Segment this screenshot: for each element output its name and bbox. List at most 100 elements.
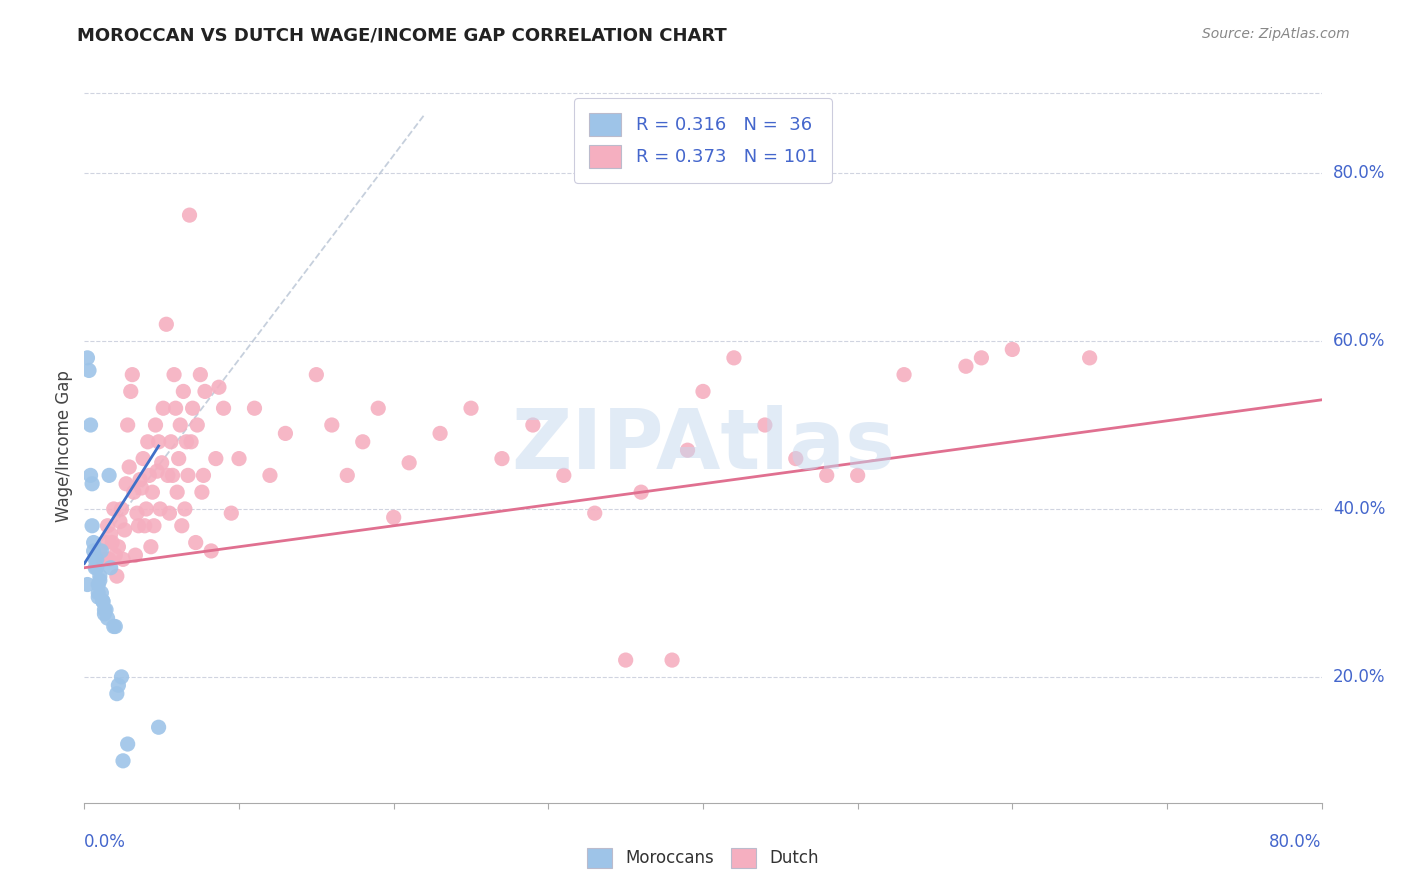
Point bbox=[228, 451, 250, 466]
Point bbox=[132, 451, 155, 466]
Point bbox=[117, 737, 139, 751]
Point bbox=[661, 653, 683, 667]
Point bbox=[112, 552, 135, 566]
Point bbox=[170, 518, 193, 533]
Point bbox=[139, 540, 162, 554]
Point bbox=[89, 544, 111, 558]
Y-axis label: Wage/Income Gap: Wage/Income Gap bbox=[55, 370, 73, 522]
Point bbox=[382, 510, 405, 524]
Point bbox=[352, 434, 374, 449]
Point bbox=[86, 552, 108, 566]
Point bbox=[148, 434, 170, 449]
Point bbox=[815, 468, 838, 483]
Point bbox=[84, 552, 107, 566]
Text: MOROCCAN VS DUTCH WAGE/INCOME GAP CORRELATION CHART: MOROCCAN VS DUTCH WAGE/INCOME GAP CORREL… bbox=[77, 27, 727, 45]
Point bbox=[83, 535, 105, 549]
Point bbox=[134, 518, 156, 533]
Text: 0.0%: 0.0% bbox=[84, 833, 127, 851]
Point bbox=[274, 426, 297, 441]
Point bbox=[181, 401, 204, 416]
Point bbox=[194, 384, 217, 399]
Point bbox=[259, 468, 281, 483]
Point bbox=[114, 523, 136, 537]
Point bbox=[82, 476, 104, 491]
Point bbox=[184, 535, 207, 549]
Point bbox=[398, 456, 420, 470]
Text: 80.0%: 80.0% bbox=[1270, 833, 1322, 851]
Point bbox=[104, 548, 127, 562]
Point bbox=[785, 451, 807, 466]
Point bbox=[84, 560, 107, 574]
Point bbox=[93, 607, 115, 621]
Point bbox=[115, 476, 138, 491]
Point bbox=[96, 518, 118, 533]
Point bbox=[179, 208, 201, 222]
Point bbox=[122, 485, 145, 500]
Point bbox=[367, 401, 389, 416]
Point bbox=[96, 611, 118, 625]
Point bbox=[146, 464, 169, 478]
Point bbox=[553, 468, 575, 483]
Point bbox=[98, 468, 121, 483]
Point bbox=[305, 368, 328, 382]
Point bbox=[120, 384, 142, 399]
Point bbox=[93, 603, 115, 617]
Text: 20.0%: 20.0% bbox=[1333, 668, 1385, 686]
Point bbox=[86, 560, 108, 574]
Point bbox=[91, 594, 114, 608]
Point bbox=[321, 417, 343, 432]
Point bbox=[692, 384, 714, 399]
Point bbox=[163, 368, 186, 382]
Point bbox=[893, 368, 915, 382]
Point bbox=[121, 368, 143, 382]
Point bbox=[141, 485, 163, 500]
Point bbox=[177, 468, 200, 483]
Point bbox=[429, 426, 451, 441]
Point bbox=[336, 468, 359, 483]
Point bbox=[172, 384, 194, 399]
Point bbox=[162, 468, 184, 483]
Point bbox=[176, 434, 198, 449]
Point bbox=[148, 720, 170, 734]
Point bbox=[107, 540, 129, 554]
Point bbox=[193, 468, 215, 483]
Point bbox=[83, 544, 105, 558]
Point bbox=[100, 527, 122, 541]
Point bbox=[180, 434, 202, 449]
Point bbox=[186, 417, 208, 432]
Point bbox=[110, 670, 132, 684]
Point bbox=[125, 506, 148, 520]
Point bbox=[101, 535, 124, 549]
Point bbox=[136, 434, 159, 449]
Point bbox=[90, 586, 112, 600]
Point bbox=[117, 417, 139, 432]
Point bbox=[76, 577, 98, 591]
Point bbox=[110, 502, 132, 516]
Point bbox=[98, 552, 121, 566]
Point bbox=[87, 577, 110, 591]
Point bbox=[145, 417, 167, 432]
Point bbox=[191, 485, 214, 500]
Point bbox=[94, 603, 117, 617]
Text: ZIPAtlas: ZIPAtlas bbox=[510, 406, 896, 486]
Point bbox=[90, 544, 112, 558]
Legend: Moroccans, Dutch: Moroccans, Dutch bbox=[581, 841, 825, 875]
Point bbox=[243, 401, 266, 416]
Point bbox=[205, 451, 228, 466]
Point bbox=[135, 502, 157, 516]
Point bbox=[614, 653, 637, 667]
Point bbox=[131, 481, 153, 495]
Point bbox=[150, 456, 173, 470]
Point bbox=[156, 468, 179, 483]
Point bbox=[159, 506, 180, 520]
Point bbox=[87, 586, 110, 600]
Point bbox=[143, 518, 166, 533]
Point bbox=[754, 417, 776, 432]
Point bbox=[91, 552, 114, 566]
Point bbox=[152, 401, 174, 416]
Point bbox=[723, 351, 745, 365]
Point bbox=[955, 359, 977, 374]
Point bbox=[522, 417, 544, 432]
Point bbox=[460, 401, 482, 416]
Point bbox=[155, 318, 177, 332]
